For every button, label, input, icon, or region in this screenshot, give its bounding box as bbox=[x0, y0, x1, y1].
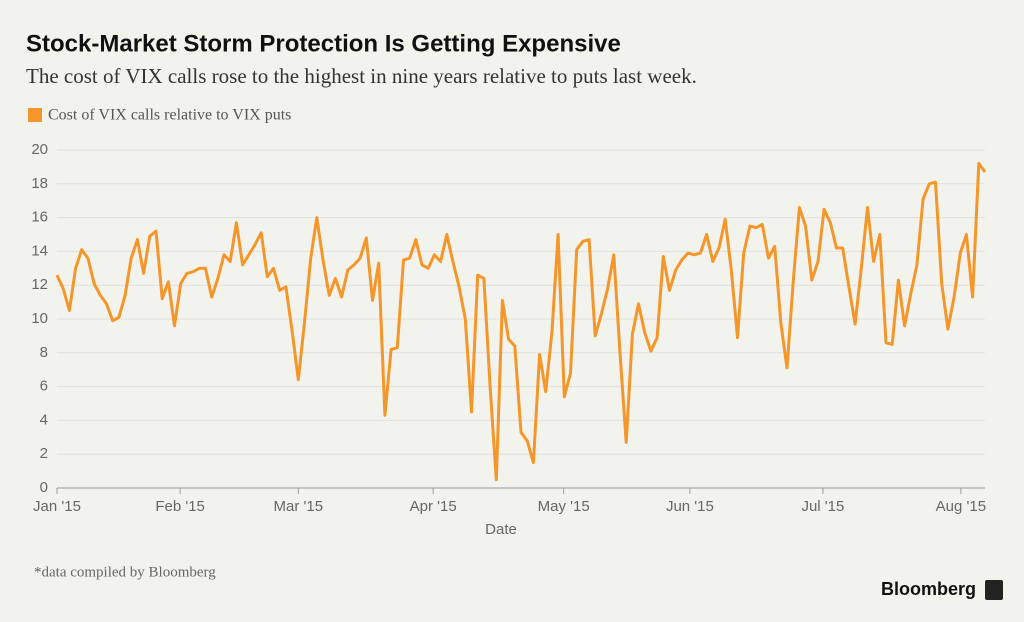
x-tick-label: Jan '15 bbox=[33, 498, 81, 515]
y-tick-label: 10 bbox=[31, 310, 48, 327]
data-line bbox=[55, 162, 987, 482]
x-tick-label: May '15 bbox=[538, 498, 590, 515]
y-tick-label: 16 bbox=[31, 209, 48, 226]
legend-label: Cost of VIX calls relative to VIX puts bbox=[48, 107, 291, 124]
y-tick-label: 0 bbox=[40, 479, 48, 496]
y-tick-label: 2 bbox=[40, 445, 48, 462]
x-tick-label: Jul '15 bbox=[801, 498, 844, 515]
y-tick-label: 12 bbox=[31, 276, 48, 293]
legend-swatch bbox=[28, 108, 42, 122]
x-tick-label: Feb '15 bbox=[155, 498, 205, 515]
footnote: *data compiled by Bloomberg bbox=[34, 564, 216, 580]
y-tick-label: 14 bbox=[31, 242, 48, 259]
x-tick-label: Apr '15 bbox=[410, 498, 457, 515]
x-tick-label: Mar '15 bbox=[273, 498, 323, 515]
y-tick-label: 4 bbox=[40, 411, 48, 428]
logo-icon bbox=[985, 580, 1003, 600]
y-tick-label: 18 bbox=[31, 175, 48, 192]
y-tick-label: 6 bbox=[40, 378, 48, 395]
x-axis-label: Date bbox=[485, 521, 517, 538]
chart-subtitle: The cost of VIX calls rose to the highes… bbox=[26, 64, 697, 88]
x-tick-label: Jun '15 bbox=[666, 498, 714, 515]
y-tick-label: 8 bbox=[40, 344, 48, 361]
chart-title: Stock-Market Storm Protection Is Getting… bbox=[26, 30, 621, 57]
y-tick-label: 20 bbox=[31, 141, 48, 158]
x-tick-label: Aug '15 bbox=[936, 498, 986, 515]
source-logo: Bloomberg bbox=[881, 579, 976, 599]
